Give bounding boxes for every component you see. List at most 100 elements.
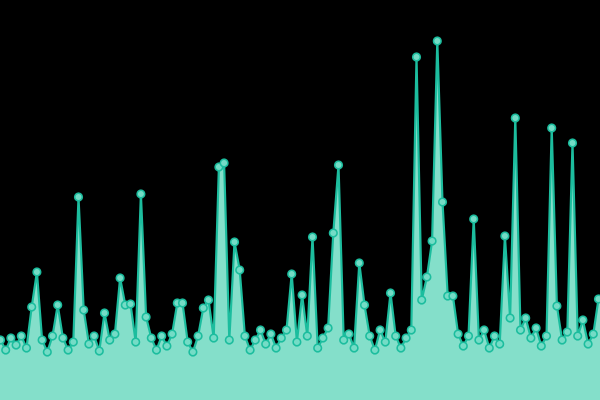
data-point-marker — [489, 331, 500, 341]
data-point-marker — [453, 329, 463, 339]
data-point-marker — [479, 325, 489, 335]
data-point-marker — [375, 325, 385, 335]
data-point-marker — [349, 343, 359, 353]
data-point-marker — [302, 331, 312, 341]
data-point-marker — [157, 331, 167, 341]
data-point-marker — [271, 343, 281, 353]
data-point-marker — [105, 335, 115, 345]
data-point-marker — [245, 345, 255, 355]
data-point-marker — [188, 347, 198, 357]
data-point-marker — [131, 337, 141, 347]
data-point-marker — [578, 315, 588, 325]
data-point-marker — [235, 265, 245, 275]
data-point-marker — [209, 333, 219, 343]
data-point-marker — [515, 325, 526, 335]
data-point-marker — [79, 305, 89, 315]
data-point-marker — [37, 335, 47, 345]
data-point-marker — [354, 258, 364, 268]
data-point-marker — [167, 329, 177, 339]
data-point-marker — [562, 327, 572, 337]
data-point-marker — [567, 138, 578, 148]
data-point-marker — [94, 346, 104, 356]
data-point-marker — [250, 335, 260, 345]
data-point-marker — [203, 295, 214, 305]
data-point-marker — [365, 331, 375, 341]
data-point-marker — [297, 290, 307, 300]
data-point-marker — [401, 333, 411, 343]
data-point-markers — [0, 36, 600, 357]
data-point-marker — [99, 308, 110, 318]
data-point-marker — [469, 214, 479, 224]
data-point-marker — [437, 197, 448, 207]
data-point-marker — [63, 345, 73, 355]
data-point-marker — [495, 339, 505, 349]
data-point-marker — [458, 341, 468, 351]
data-point-marker — [484, 343, 494, 353]
data-point-marker — [505, 313, 515, 323]
data-point-marker — [42, 347, 52, 357]
data-point-marker — [541, 331, 552, 341]
data-point-marker — [193, 331, 203, 341]
data-point-marker — [463, 331, 474, 341]
data-point-marker — [448, 291, 458, 301]
data-point-marker — [198, 303, 208, 313]
data-point-marker — [162, 341, 172, 351]
data-point-marker — [526, 333, 536, 343]
data-point-marker — [110, 329, 120, 339]
data-point-marker — [141, 312, 151, 322]
data-point-marker — [53, 300, 63, 310]
data-point-marker — [73, 192, 84, 202]
data-point-marker — [146, 333, 156, 343]
data-point-marker — [333, 160, 344, 170]
data-point-marker — [391, 331, 401, 341]
data-point-marker — [292, 337, 302, 347]
data-point-marker — [500, 231, 510, 241]
data-point-marker — [89, 331, 99, 341]
data-point-marker — [287, 269, 297, 279]
series-line — [0, 39, 600, 354]
data-point-marker — [411, 52, 422, 62]
data-point-marker — [255, 325, 266, 335]
data-point-marker — [32, 267, 42, 277]
data-point-marker — [510, 113, 520, 123]
data-point-marker — [536, 341, 546, 351]
data-point-marker — [380, 337, 390, 347]
data-point-marker — [58, 333, 68, 343]
data-point-marker — [323, 323, 333, 333]
data-point-marker — [6, 333, 16, 343]
data-point-marker — [276, 333, 286, 343]
data-point-marker — [16, 331, 26, 341]
data-point-marker — [11, 340, 21, 350]
data-point-marker — [318, 333, 328, 343]
data-point-marker — [427, 236, 437, 246]
data-point-marker — [552, 301, 562, 311]
data-point-marker — [370, 345, 380, 355]
data-point-marker — [151, 345, 162, 355]
data-point-marker — [224, 335, 234, 345]
data-point-marker — [593, 294, 600, 304]
data-point-marker — [531, 323, 541, 333]
data-point-marker — [115, 273, 125, 283]
data-point-marker — [588, 329, 598, 339]
data-point-marker — [573, 331, 583, 341]
data-point-marker — [261, 339, 271, 349]
data-point-marker — [547, 123, 557, 133]
data-point-marker — [385, 288, 396, 298]
data-point-marker — [328, 228, 338, 238]
data-point-marker — [125, 299, 136, 309]
data-point-marker — [84, 339, 94, 349]
data-point-marker — [281, 325, 292, 335]
data-point-marker — [183, 337, 193, 347]
data-point-marker — [266, 329, 276, 339]
data-point-marker — [396, 343, 406, 353]
data-point-marker — [521, 313, 531, 323]
data-point-marker — [0, 335, 6, 345]
data-point-marker — [417, 295, 427, 305]
data-point-marker — [406, 325, 416, 335]
area-fill — [0, 41, 600, 400]
data-point-marker — [422, 272, 432, 282]
data-point-marker — [219, 158, 229, 168]
data-point-marker — [136, 189, 146, 199]
